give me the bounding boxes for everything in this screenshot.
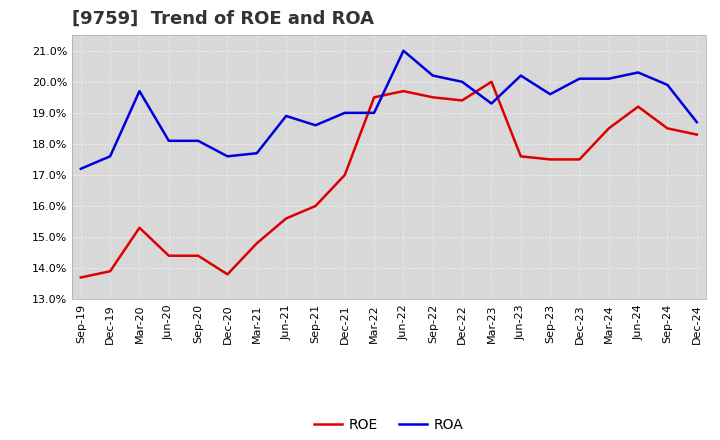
ROE xyxy=(253,241,261,246)
ROE xyxy=(516,154,525,159)
ROE xyxy=(693,132,701,137)
ROE xyxy=(194,253,202,258)
ROA xyxy=(605,76,613,81)
ROA xyxy=(458,79,467,84)
ROA xyxy=(399,48,408,53)
ROA xyxy=(282,114,290,119)
ROA xyxy=(164,138,173,143)
ROE xyxy=(282,216,290,221)
ROA xyxy=(341,110,349,115)
ROE xyxy=(164,253,173,258)
Line: ROE: ROE xyxy=(81,82,697,278)
ROA xyxy=(428,73,437,78)
ROA xyxy=(487,101,496,106)
ROE xyxy=(135,225,144,231)
Text: [9759]  Trend of ROE and ROA: [9759] Trend of ROE and ROA xyxy=(72,10,374,28)
ROA xyxy=(253,150,261,156)
ROA xyxy=(575,76,584,81)
ROA xyxy=(516,73,525,78)
ROE xyxy=(106,268,114,274)
ROA xyxy=(311,123,320,128)
ROE xyxy=(575,157,584,162)
ROA xyxy=(663,82,672,88)
ROA xyxy=(135,88,144,94)
ROE xyxy=(487,79,496,84)
ROE xyxy=(428,95,437,100)
ROE xyxy=(605,126,613,131)
ROE xyxy=(663,126,672,131)
ROA xyxy=(546,92,554,97)
Legend: ROE, ROA: ROE, ROA xyxy=(309,412,469,437)
ROA xyxy=(76,166,85,172)
ROE xyxy=(399,88,408,94)
ROE xyxy=(76,275,85,280)
ROA xyxy=(370,110,379,115)
ROE xyxy=(634,104,642,109)
ROE xyxy=(311,203,320,209)
ROE xyxy=(458,98,467,103)
ROA xyxy=(106,154,114,159)
ROA xyxy=(194,138,202,143)
ROE xyxy=(223,272,232,277)
ROA xyxy=(634,70,642,75)
ROA xyxy=(223,154,232,159)
ROA xyxy=(693,120,701,125)
ROE xyxy=(546,157,554,162)
Line: ROA: ROA xyxy=(81,51,697,169)
ROE xyxy=(341,172,349,178)
ROE xyxy=(370,95,379,100)
